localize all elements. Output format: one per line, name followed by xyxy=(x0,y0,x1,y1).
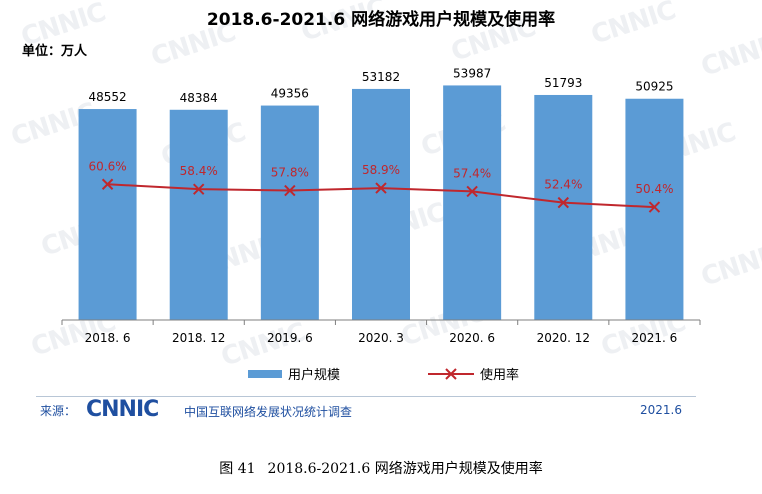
bar xyxy=(169,109,228,320)
footer-divider xyxy=(36,396,696,397)
bar xyxy=(534,94,593,320)
line-point-marker xyxy=(101,178,114,190)
bar-value-label: 50925 xyxy=(635,80,673,94)
line-value-label: 60.6% xyxy=(89,159,127,173)
bar-value-label: 53182 xyxy=(362,70,400,84)
line-point-marker xyxy=(466,185,478,198)
cnnic-logo: CNNIC xyxy=(86,397,159,422)
bar xyxy=(260,105,319,320)
unit-label: 单位：万人 xyxy=(22,44,88,59)
legend-bar-label: 用户规模 xyxy=(288,368,341,383)
line-value-label: 50.4% xyxy=(635,182,673,196)
bar xyxy=(625,98,684,320)
bar-value-label: 51793 xyxy=(544,76,582,90)
x-tick-label: 2020. 3 xyxy=(358,331,404,345)
legend-line-icon xyxy=(428,367,474,380)
legend-item-line: 使用率 xyxy=(428,364,519,383)
x-tick-label: 2020. 6 xyxy=(449,331,495,345)
line-point-marker xyxy=(648,201,661,213)
bar xyxy=(352,88,410,320)
x-tick-label: 2020. 12 xyxy=(537,331,590,345)
bar-value-label: 53987 xyxy=(453,66,491,80)
figure-caption-text: 2018.6-2021.6 网络游戏用户规模及使用率 xyxy=(267,461,543,477)
bar-value-label: 48552 xyxy=(88,90,126,104)
x-tick-label: 2018. 12 xyxy=(172,331,225,345)
x-tick-label: 2019. 6 xyxy=(267,331,313,345)
bar xyxy=(78,109,137,321)
line-value-label: 58.9% xyxy=(362,163,400,177)
x-tick-label: 2018. 6 xyxy=(85,331,131,345)
chart-title: 2018.6-2021.6 网络游戏用户规模及使用率 xyxy=(206,10,556,30)
plot-area: 48552 48384 49356 53182 53987 51793 50925 2018.… xyxy=(61,66,701,345)
bar xyxy=(443,85,502,320)
line-point-marker xyxy=(284,184,296,197)
bar-value-label: 49356 xyxy=(271,87,309,101)
line-value-label: 57.8% xyxy=(271,166,309,180)
source-label: 来源： xyxy=(40,404,77,418)
line-value-label: 58.4% xyxy=(180,164,218,178)
legend-item-bar: 用户规模 xyxy=(248,364,340,383)
legend-bar-swatch xyxy=(248,369,282,378)
legend-line-label: 使用率 xyxy=(480,368,520,383)
line-point-marker xyxy=(375,182,387,194)
line-value-label: 52.4% xyxy=(544,178,582,192)
figure-label: 图 41 xyxy=(219,461,256,477)
source-date: 2021.6 xyxy=(640,403,682,417)
legend: 用户规模 使用率 xyxy=(0,364,762,388)
line-value-label: 57.4% xyxy=(453,166,491,180)
source-org-name: 中国互联网络发展状况统计调查 xyxy=(184,405,353,419)
line-point-marker xyxy=(557,196,569,209)
figure-caption: 图 41 2018.6-2021.6 网络游戏用户规模及使用率 xyxy=(0,458,762,478)
line-point-marker xyxy=(193,183,205,195)
bar-value-label: 48384 xyxy=(180,91,218,105)
x-tick-label: 2021. 6 xyxy=(632,331,678,345)
